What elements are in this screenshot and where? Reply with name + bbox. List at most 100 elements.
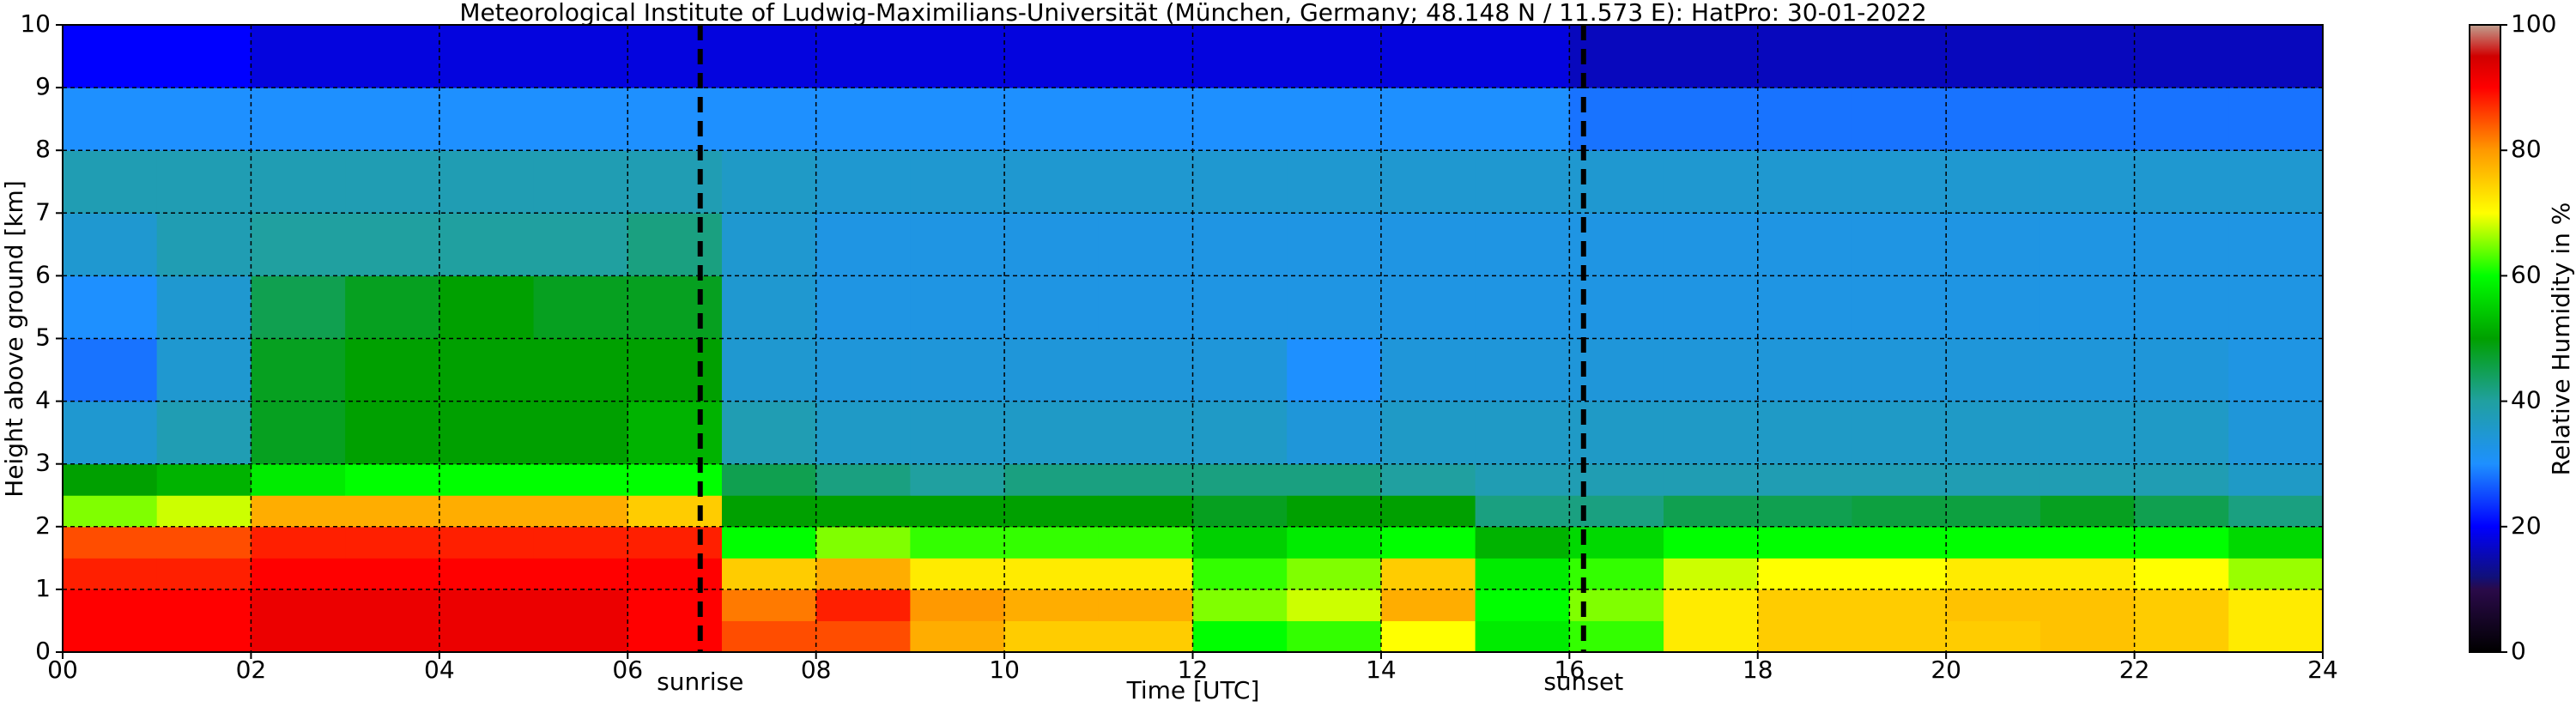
x-tick-label: 08	[801, 656, 832, 684]
heat-cell	[815, 620, 911, 653]
heat-cell	[1852, 589, 1947, 621]
heat-cell	[815, 275, 911, 339]
heat-cell	[439, 558, 535, 590]
heat-cell	[63, 338, 158, 402]
heat-cell	[2228, 558, 2324, 590]
heat-cell	[251, 213, 346, 276]
heat-cell	[2040, 401, 2136, 465]
heat-cell	[2134, 463, 2229, 496]
heat-cell	[1098, 401, 1193, 465]
heat-cell	[1004, 558, 1100, 590]
y-tick-label: 8	[35, 135, 51, 163]
heat-cell	[251, 401, 346, 465]
heat-cell	[815, 589, 911, 621]
colorbar-label: Relative Humidity in %	[2547, 202, 2575, 476]
heat-cell	[2228, 495, 2324, 528]
heat-cell	[345, 275, 440, 339]
heat-cell	[1004, 25, 1100, 88]
heat-cell	[1287, 558, 1382, 590]
heat-cell	[2134, 495, 2229, 528]
y-tick-label: 0	[35, 637, 51, 665]
heat-cell	[1098, 495, 1193, 528]
heat-cell	[627, 589, 723, 621]
chart-title: Meteorological Institute of Ludwig-Maxim…	[459, 0, 1926, 27]
heat-cell	[2040, 526, 2136, 559]
heat-cell	[721, 558, 817, 590]
heat-cell	[1380, 495, 1476, 528]
heat-cell	[345, 620, 440, 653]
heat-cell	[533, 88, 628, 151]
heat-cell	[1287, 25, 1382, 88]
colorbar-tick-label: 0	[2511, 637, 2526, 665]
heat-cell	[1098, 526, 1193, 559]
heat-cell	[627, 558, 723, 590]
heat-cell	[1192, 463, 1288, 496]
heat-cell	[439, 88, 535, 151]
heat-cell	[1757, 88, 1852, 151]
heat-cell	[1946, 213, 2041, 276]
heat-cell	[627, 401, 723, 465]
heat-cell	[2134, 338, 2229, 402]
heat-cell	[1664, 88, 1759, 151]
heat-cell	[1475, 495, 1570, 528]
heat-cell	[1287, 495, 1382, 528]
heat-cell	[345, 213, 440, 276]
heat-cell	[1192, 558, 1288, 590]
x-tick-label: 06	[612, 656, 643, 684]
heat-cell	[1192, 25, 1288, 88]
heat-cell	[1757, 213, 1852, 276]
heat-cell	[1757, 150, 1852, 214]
heat-cell	[1004, 526, 1100, 559]
heat-cell	[627, 275, 723, 339]
heat-cell	[1098, 558, 1193, 590]
y-axis-label: Height above ground [km]	[0, 180, 28, 498]
heat-cell	[2228, 88, 2324, 151]
heat-cell	[910, 558, 1005, 590]
heat-cell	[1098, 25, 1193, 88]
heat-cell	[1098, 338, 1193, 402]
heat-cell	[533, 463, 628, 496]
heat-cell	[439, 620, 535, 653]
heat-cell	[439, 213, 535, 276]
heat-cell	[627, 150, 723, 214]
heat-cell	[721, 88, 817, 151]
x-tick-label: 22	[2119, 656, 2150, 684]
colorbar-tick-label: 80	[2511, 135, 2542, 163]
heat-cell	[721, 275, 817, 339]
heat-cell	[439, 150, 535, 214]
heat-cell	[1287, 275, 1382, 339]
heat-cell	[2228, 25, 2324, 88]
heat-cell	[1664, 558, 1759, 590]
heat-cell	[1475, 589, 1570, 621]
y-tick-label: 7	[35, 197, 51, 226]
heat-cell	[1946, 338, 2041, 402]
heat-cell	[627, 213, 723, 276]
heat-cell	[1004, 463, 1100, 496]
heat-cell	[1852, 213, 1947, 276]
heat-cell	[2134, 150, 2229, 214]
heat-cell	[815, 463, 911, 496]
heat-cell	[533, 589, 628, 621]
heat-cell	[2228, 213, 2324, 276]
heat-cell	[345, 495, 440, 528]
x-tick-label: 04	[424, 656, 455, 684]
heat-cell	[1287, 526, 1382, 559]
heat-cell	[156, 526, 252, 559]
heat-cell	[533, 558, 628, 590]
heat-cell	[345, 88, 440, 151]
heat-cell	[627, 526, 723, 559]
heat-cell	[156, 213, 252, 276]
heat-cell	[1098, 150, 1193, 214]
heat-cell	[2134, 589, 2229, 621]
heat-cell	[63, 558, 158, 590]
heat-cell	[156, 589, 252, 621]
heat-cell	[1664, 338, 1759, 402]
heat-cell	[345, 150, 440, 214]
heat-cell	[1192, 526, 1288, 559]
heat-cell	[1192, 88, 1288, 151]
heat-cell	[345, 558, 440, 590]
heat-cell	[1757, 620, 1852, 653]
heat-cell	[156, 88, 252, 151]
heat-cell	[1475, 150, 1570, 214]
heat-cell	[815, 338, 911, 402]
